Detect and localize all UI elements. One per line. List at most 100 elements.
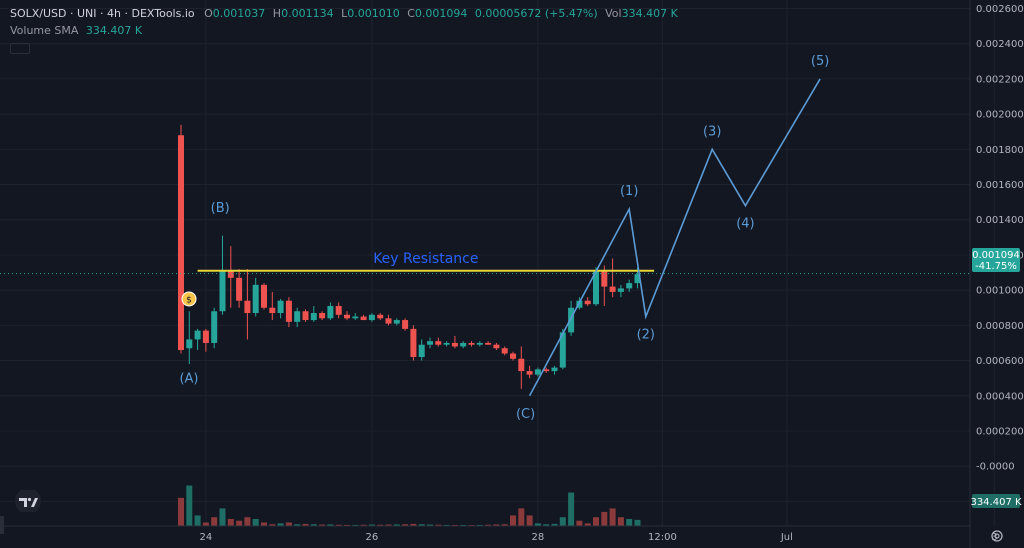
price-tick-label: 0.002000 [976, 110, 1024, 121]
current-price-change: -41.75% [975, 261, 1017, 272]
candle-body [352, 316, 359, 319]
volume-bar [551, 523, 558, 526]
volume-sma-row[interactable]: Volume SMA 334.407 K [10, 22, 678, 39]
volume-bar [252, 518, 259, 526]
volume-bar [335, 524, 342, 526]
candle-body [310, 313, 317, 321]
volume-bar [269, 524, 276, 526]
current-price-value: 0.001094 [972, 250, 1020, 261]
time-tick-label: 24 [200, 532, 213, 543]
candle-body [501, 348, 508, 354]
grid-lines [0, 0, 995, 526]
candle-body [435, 341, 442, 345]
candle-body [584, 300, 591, 305]
scroll-handle[interactable] [0, 516, 4, 534]
candle-body [460, 342, 467, 347]
volume-bars [178, 485, 641, 526]
volume-bar [476, 524, 483, 526]
volume-bar [510, 515, 516, 526]
volume-bar [277, 523, 284, 526]
volume-tag-value: 334.407 K [970, 497, 1022, 508]
vol-label: Vol [605, 7, 622, 20]
volume-bar [344, 524, 350, 526]
candle-body [377, 314, 384, 319]
volume-bar [360, 524, 367, 526]
volume-bar [609, 508, 616, 526]
candle-body [285, 300, 292, 322]
time-tick-label: 28 [532, 532, 545, 543]
time-tick-label: 3 [991, 532, 997, 543]
volume-bar [526, 515, 533, 526]
candle-body [593, 270, 599, 305]
candle-body [518, 358, 525, 372]
wave-label: (B) [211, 201, 230, 216]
volume-bar [626, 518, 633, 526]
volume-bar [368, 524, 375, 526]
volume-bar [377, 524, 384, 526]
candle-body [410, 328, 417, 358]
high-label: H [272, 7, 282, 20]
price-tick-label: 0.002200 [976, 74, 1024, 85]
time-tick-label: 12:00 [648, 532, 677, 543]
candle-body [244, 300, 251, 314]
volume-bar [584, 523, 591, 526]
volume-bar [443, 524, 450, 526]
price-tick-label: 0.002400 [976, 39, 1024, 50]
volume-bar [202, 522, 209, 526]
volume-bar [576, 520, 583, 526]
annotations: Key Resistance (A) (B) (C) (1) (2) (3) (4) (5) $ [0, 54, 970, 422]
price-tick-label: 0.001400 [976, 215, 1024, 226]
candle-body [261, 284, 267, 308]
low-label: L [341, 7, 348, 20]
volume-bar [427, 524, 433, 526]
change-value: 0.00005672 (+5.47%) [474, 7, 598, 20]
candle-body [634, 274, 641, 284]
candle-body [534, 369, 541, 375]
settings-gear-icon[interactable] [991, 530, 1003, 542]
symbol-title[interactable]: SOLX/USD · UNI · 4h · DEXTools.io [10, 7, 195, 20]
volume-bar [485, 524, 492, 526]
wave-label: (1) [620, 184, 638, 199]
volume-bar [543, 524, 550, 526]
volume-bar [302, 523, 309, 526]
volume-bar [418, 524, 425, 526]
volume-bar [601, 511, 608, 526]
volume-bar [352, 524, 359, 526]
volume-bar [568, 492, 575, 526]
candle-body [427, 341, 433, 345]
candle-body [385, 318, 392, 324]
time-tick-label: Jul [780, 532, 793, 543]
wave-label: (3) [703, 124, 721, 139]
candle-body [601, 270, 608, 287]
candle-body [617, 288, 624, 292]
volume-bar [236, 520, 243, 526]
key-resistance-label: Key Resistance [373, 251, 478, 267]
legend-collapse-button[interactable] [10, 43, 30, 54]
volume-bar [194, 515, 201, 526]
candle-body [186, 339, 193, 349]
price-tick-label: -0.0000 [976, 462, 1015, 473]
price-tick-label: 0.001800 [976, 145, 1024, 156]
wave-label: (C) [516, 407, 535, 422]
wave-label: (2) [637, 328, 655, 343]
price-tick-label: 0.000400 [976, 391, 1024, 402]
volume-bar [310, 524, 317, 526]
candle-body [468, 342, 475, 345]
candle-body [227, 270, 234, 278]
candle-body [393, 320, 400, 324]
candle-body [344, 314, 350, 319]
vol-value: 334.407 K [621, 7, 678, 20]
candle-body [418, 344, 425, 358]
candle-body [510, 353, 516, 359]
wave-label: (A) [179, 372, 198, 387]
price-tick-label: 0.000600 [976, 356, 1024, 367]
ohlc-row: SOLX/USD · UNI · 4h · DEXTools.io O0.001… [10, 5, 678, 22]
high-value: 0.001134 [281, 7, 334, 20]
candle-body [609, 286, 616, 292]
candle-body [236, 277, 243, 301]
candle-body [194, 330, 201, 340]
tradingview-logo-icon[interactable] [14, 490, 42, 512]
candle-body [485, 342, 492, 345]
